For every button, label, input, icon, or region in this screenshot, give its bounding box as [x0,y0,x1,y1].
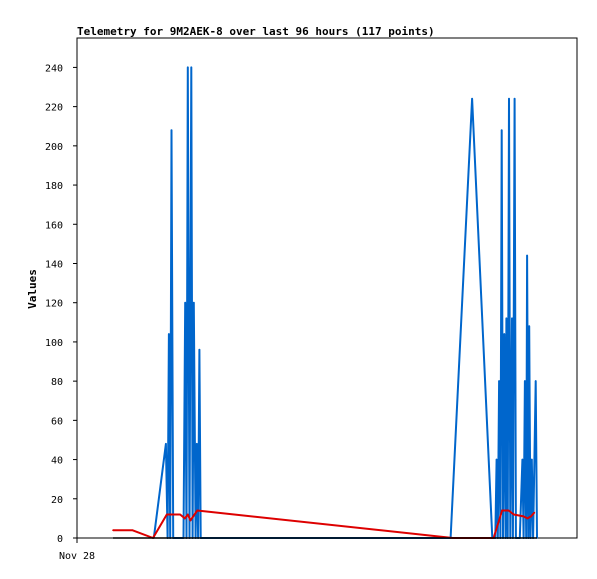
y-tick-label: 220 [45,103,63,114]
data-point [500,129,503,131]
data-point [534,380,537,382]
data-point [498,380,500,382]
data-point [501,509,503,512]
series-layer [112,66,538,539]
data-point [187,66,189,69]
y-tick-label: 80 [51,377,63,388]
y-tick-label: 60 [51,416,63,427]
y-tick-label: 40 [51,456,63,467]
y-tick-label: 200 [45,142,63,153]
y-tick-label: 140 [45,259,63,270]
data-point [196,443,198,445]
y-tick-label: 240 [45,63,63,74]
data-point [495,458,498,461]
data-point [131,529,134,531]
chart-title: Telemetry for 9M2AEK-8 over last 96 hour… [77,25,435,38]
data-point [471,98,473,100]
x-axis: Nov 28 [59,538,95,562]
data-point [526,517,529,520]
data-point [198,349,201,351]
data-point [196,509,199,512]
data-point [508,98,510,100]
y-tick-label: 20 [51,495,63,506]
data-point [112,529,114,531]
data-point [524,380,526,382]
data-point [179,513,181,516]
data-point [533,511,536,514]
data-point [168,333,170,335]
data-point [513,513,515,516]
y-tick-label: 180 [45,181,63,192]
data-point [511,317,513,320]
y-tick-label: 160 [45,220,63,231]
y-tick-label: 100 [45,338,63,349]
data-point [184,301,186,304]
y-tick-label: 120 [45,299,63,310]
y-axis-label: Values [26,269,39,309]
data-point [521,458,524,461]
data-point [187,513,189,516]
y-axis: 0 20 40 60 80 100 120 140 160 180 200 220 240 [45,63,77,545]
data-point [503,333,506,335]
data-point [165,443,167,445]
data-point [184,517,186,520]
data-point [513,98,516,100]
data-point [193,301,195,304]
plot-area [76,37,578,539]
x-tick-label: Nov 28 [59,551,95,562]
data-point [190,66,193,69]
y-tick-label: 0 [57,534,63,545]
data-point [522,515,525,518]
series-1 [112,509,536,539]
data-point [170,129,173,131]
data-point [189,519,192,522]
data-point [528,325,530,328]
data-point [530,515,532,518]
data-point [166,513,168,516]
data-point [505,317,508,320]
data-point [531,458,533,461]
data-point [507,509,510,512]
data-point [526,254,528,257]
